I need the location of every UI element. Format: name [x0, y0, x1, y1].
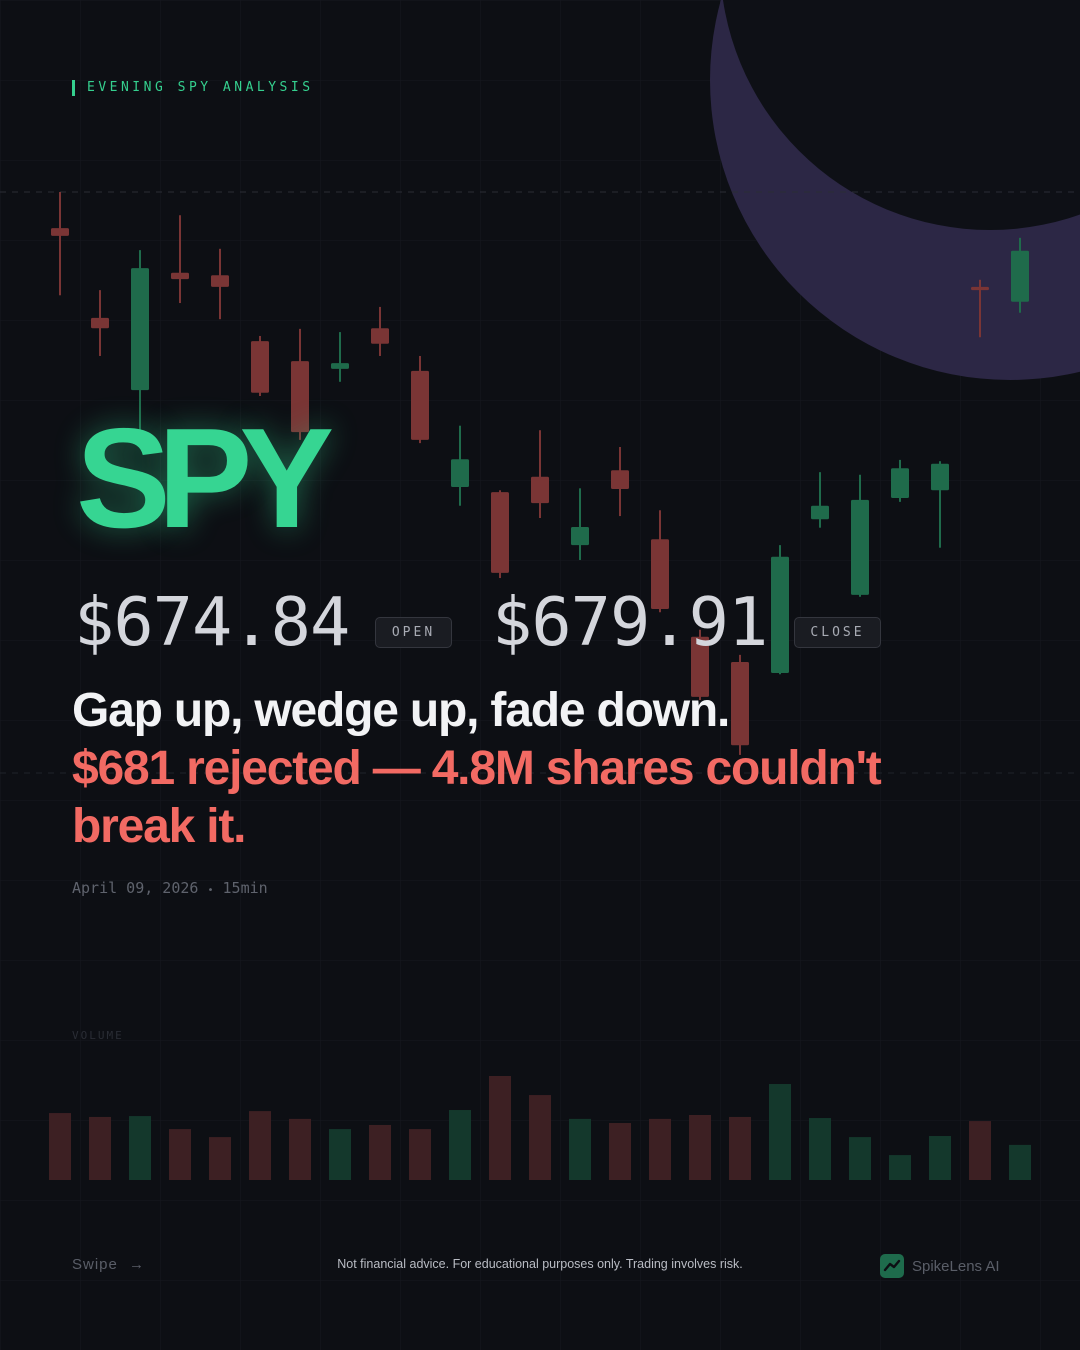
open-price: $674.84 [74, 583, 350, 661]
candle-body [91, 317, 109, 329]
ticker: SPY [76, 399, 334, 558]
candle-body [491, 492, 509, 573]
candle-body [931, 463, 949, 491]
volume-bar [809, 1118, 831, 1180]
candle-body [891, 468, 909, 498]
candle-body [651, 539, 669, 610]
swipe-text: Swipe [72, 1256, 118, 1273]
volume-bar [649, 1118, 671, 1180]
volume-bar [569, 1118, 591, 1180]
volume-bar [169, 1129, 191, 1180]
volume-bar [609, 1123, 631, 1180]
volume-bar [1009, 1144, 1031, 1180]
kicker: EVENING SPY ANALYSIS [72, 80, 314, 96]
candle-body [451, 459, 469, 488]
volume-bar [249, 1111, 271, 1180]
volume-bar [849, 1137, 871, 1180]
candle-body [771, 556, 789, 673]
candle-body [971, 286, 989, 291]
brand: SpikeLens AI [880, 1254, 1000, 1278]
headline: Gap up, wedge up, fade down. [72, 684, 730, 737]
volume-bar [369, 1124, 391, 1180]
volume-bar [209, 1137, 231, 1180]
volume-label: VOLUME [72, 1029, 124, 1042]
subline: $681 rejected — 4.8M shares couldn't bre… [72, 742, 882, 853]
candle-body [731, 661, 749, 746]
candle-body [51, 228, 69, 236]
candle-body [691, 636, 709, 697]
close-badge: CLOSE [794, 617, 881, 648]
candles [51, 192, 1029, 755]
volume-bar [129, 1116, 151, 1180]
brand-icon [880, 1254, 904, 1278]
candle-body [171, 272, 189, 280]
volume-bar [489, 1076, 511, 1180]
candle-body [291, 361, 309, 433]
disclaimer: Not financial advice. For educational pu… [337, 1257, 743, 1271]
swipe[interactable]: Swipe → [72, 1256, 145, 1273]
swipe-arrow: → [129, 1256, 146, 1273]
interval: 15min [222, 879, 268, 897]
volume-bar [89, 1116, 111, 1180]
candle-body [131, 268, 149, 391]
volume-bar [689, 1115, 711, 1180]
candle-body [851, 499, 869, 595]
open-badge: OPEN [375, 617, 452, 648]
volume-bar [289, 1118, 311, 1180]
candle-body [251, 341, 269, 393]
volume-bar [969, 1121, 991, 1180]
volume-bar [929, 1136, 951, 1180]
volume-bar [889, 1155, 911, 1180]
candle-body [211, 275, 229, 287]
date: April 09, 2026 [72, 879, 199, 897]
candle-body [371, 328, 389, 344]
candle-body [531, 476, 549, 504]
candle-body [611, 470, 629, 489]
volume-bar [449, 1110, 471, 1180]
moon-shadow [723, 0, 1080, 230]
volume-bar [769, 1084, 791, 1180]
close-price: $679.91 [492, 583, 768, 661]
candle-body [571, 527, 589, 546]
volume-bar [529, 1095, 551, 1180]
candle-body [1011, 250, 1029, 302]
candle-body [331, 363, 349, 369]
volume-bar [729, 1116, 751, 1180]
volume-bar [409, 1129, 431, 1180]
volume-bar [329, 1129, 351, 1180]
candle-body [411, 370, 429, 440]
separator: • [207, 885, 214, 896]
brand-name: SpikeLens AI [912, 1257, 1000, 1275]
candle-body [811, 505, 829, 520]
meta: April 09, 2026 • 15min [72, 879, 268, 897]
volume-bars [49, 1076, 1031, 1180]
volume-bar [49, 1113, 71, 1180]
